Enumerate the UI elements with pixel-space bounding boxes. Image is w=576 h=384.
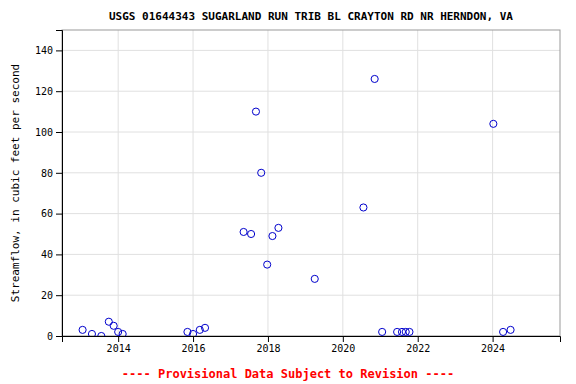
- tick-label: 120: [35, 86, 53, 97]
- tick: 120: [35, 86, 62, 97]
- data-point: [248, 230, 255, 237]
- tick-label: 100: [35, 127, 53, 138]
- tick: 20: [41, 290, 62, 301]
- data-point: [507, 326, 514, 333]
- data-point: [371, 75, 378, 82]
- tick: 0: [47, 331, 62, 342]
- data-point: [189, 330, 196, 336]
- plot-area: 2014 2016 2018 2020 2022 2024 0 20 40 60 80 100 120 1…: [35, 30, 561, 354]
- tick: 100: [35, 127, 62, 138]
- grid-line: [193, 30, 194, 336]
- plot-frame: [62, 30, 560, 336]
- tick-mark: [56, 254, 62, 255]
- data-point: [98, 332, 105, 336]
- tick-mark: [418, 336, 419, 342]
- data-point: [379, 328, 386, 335]
- tick-mark: [268, 336, 269, 342]
- tick-label: 2014: [107, 343, 131, 354]
- tick-mark: [56, 50, 62, 51]
- data-point: [311, 275, 318, 282]
- x-axis: 2014 2016 2018 2020 2022 2024: [63, 336, 561, 354]
- tick-mark: [56, 295, 62, 296]
- tick-label: 2018: [256, 343, 280, 354]
- tick: 60: [41, 208, 62, 219]
- data-point: [258, 169, 265, 176]
- footnote: ---- Provisional Data Subject to Revisio…: [122, 367, 454, 381]
- data-point: [490, 120, 497, 127]
- chart: 2014 2016 2018 2020 2022 2024 0 20 40 60 80 100 120 1…: [0, 0, 576, 384]
- data-point: [240, 228, 247, 235]
- tick-label: 60: [41, 208, 53, 219]
- data-point: [252, 108, 259, 115]
- tick-label: 2022: [406, 343, 430, 354]
- grid-line: [62, 213, 560, 214]
- tick: 2014: [107, 336, 131, 354]
- data-point: [406, 328, 413, 335]
- data-point: [79, 326, 86, 333]
- data-point: [360, 204, 367, 211]
- grid-line: [62, 132, 560, 133]
- tick: 2020: [331, 336, 355, 354]
- tick-label: 2020: [331, 343, 355, 354]
- tick: 2016: [182, 336, 206, 354]
- axis-line: [63, 337, 561, 343]
- tick-label: 2016: [182, 343, 206, 354]
- tick-mark: [493, 336, 494, 342]
- data-point: [115, 328, 122, 335]
- tick-mark: [193, 336, 194, 342]
- tick-label: 140: [35, 45, 53, 56]
- data-point: [119, 330, 126, 336]
- grid: [62, 30, 560, 336]
- tick-mark: [56, 132, 62, 133]
- tick-mark: [118, 336, 119, 342]
- grid-line: [417, 30, 418, 336]
- data-point: [269, 232, 276, 239]
- data-point: [105, 318, 112, 325]
- grid-line: [118, 30, 119, 336]
- y-axis: 0 20 40 60 80 100 120 140: [35, 31, 63, 342]
- data-point: [264, 261, 271, 268]
- tick-label: 80: [41, 168, 53, 179]
- points: [79, 75, 514, 336]
- grid-line: [62, 254, 560, 255]
- grid-line: [342, 30, 343, 336]
- grid-line: [492, 30, 493, 336]
- tick: 2018: [256, 336, 280, 354]
- tick-label: 0: [47, 331, 53, 342]
- data-point: [500, 328, 507, 335]
- grid-line: [62, 91, 560, 92]
- tick: 40: [41, 249, 62, 260]
- tick: 2022: [406, 336, 430, 354]
- data-point: [275, 224, 282, 231]
- tick-label: 20: [41, 290, 53, 301]
- grid-line: [62, 172, 560, 173]
- tick-mark: [56, 173, 62, 174]
- title: USGS 01644343 SUGARLAND RUN TRIB BL CRAY…: [109, 10, 513, 23]
- data-point: [88, 330, 95, 336]
- tick-label: 40: [41, 249, 53, 260]
- tick: 80: [41, 168, 62, 179]
- tick-mark: [343, 336, 344, 342]
- tick-mark: [56, 214, 62, 215]
- grid-line: [267, 30, 268, 336]
- axis-line: [56, 31, 63, 337]
- tick: 140: [35, 45, 62, 56]
- tick-mark: [56, 336, 62, 337]
- tick-mark: [56, 91, 62, 92]
- tick-label: 2024: [481, 343, 505, 354]
- grid-line: [62, 295, 560, 296]
- y-axis-title: Streamflow, in cubic feet per second: [9, 64, 22, 302]
- tick: 2024: [481, 336, 505, 354]
- data-point: [201, 324, 208, 331]
- grid-line: [62, 50, 560, 51]
